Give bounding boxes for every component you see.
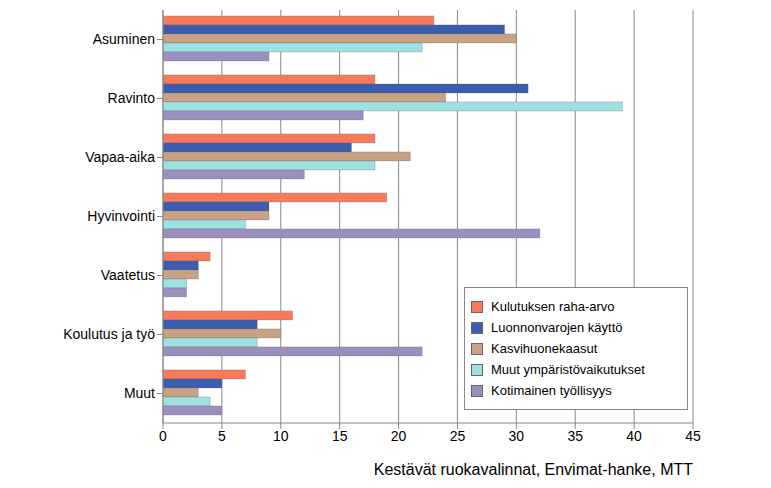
svg-text:40: 40: [626, 428, 642, 444]
html-text:Kasvihuonekaasut: Kasvihuonekaasut: [491, 341, 598, 356]
html-text:Kulutuksen raha-arvo: Kulutuksen raha-arvo: [491, 299, 615, 314]
html-text:Kotimainen työllisyys: Kotimainen työllisyys: [491, 383, 612, 398]
svg-text:Hyvinvointi: Hyvinvointi: [87, 208, 155, 224]
svg-text:10: 10: [273, 428, 289, 444]
svg-text:0: 0: [159, 428, 167, 444]
html-text:Luonnonvarojen käyttö: Luonnonvarojen käyttö: [491, 320, 623, 335]
svg-text:45: 45: [685, 428, 701, 444]
svg-text:5: 5: [218, 428, 226, 444]
svg-text:30: 30: [509, 428, 525, 444]
svg-text:Kestävät ruokavalinnat, Envima: Kestävät ruokavalinnat, Envimat-hanke, M…: [374, 461, 693, 478]
svg-text:Muut: Muut: [124, 385, 155, 401]
svg-text:20: 20: [391, 428, 407, 444]
html-text:Muut ympäristövaikutukset: Muut ympäristövaikutukset: [491, 362, 645, 377]
svg-text:Vapaa-aika: Vapaa-aika: [85, 149, 155, 165]
svg-text:Koulutus ja työ: Koulutus ja työ: [63, 326, 155, 342]
svg-text:Vaatetus: Vaatetus: [101, 267, 155, 283]
svg-text:15: 15: [332, 428, 348, 444]
svg-text:Ravinto: Ravinto: [108, 90, 156, 106]
svg-text:Asuminen: Asuminen: [93, 31, 155, 47]
svg-text:35: 35: [567, 428, 583, 444]
svg-text:25: 25: [450, 428, 466, 444]
